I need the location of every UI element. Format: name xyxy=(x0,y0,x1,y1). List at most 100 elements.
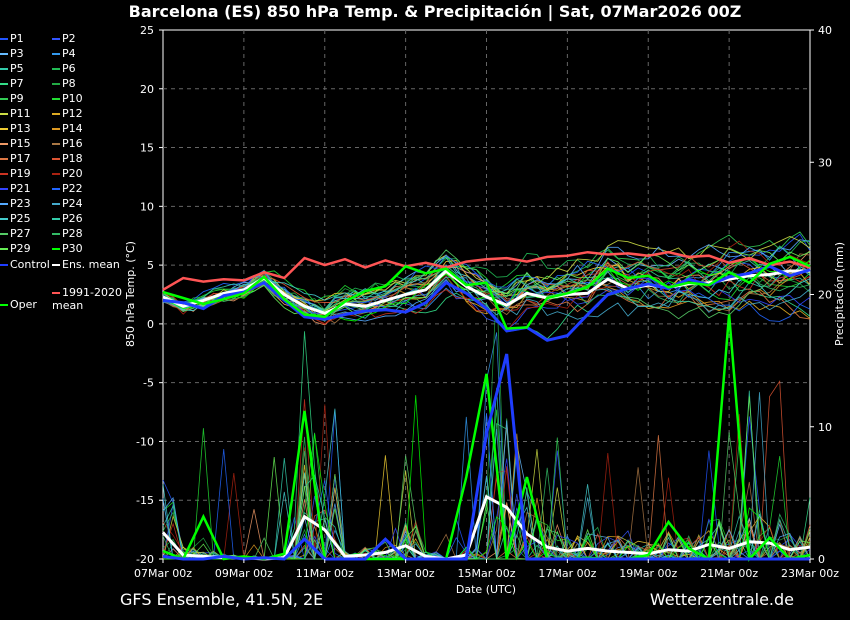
y-tick-label: 10 xyxy=(140,200,154,213)
legend-label: P22 xyxy=(62,182,83,195)
legend-item: P11 xyxy=(0,107,31,120)
x-tick-label: 21Mar 00z xyxy=(700,567,758,580)
chart-title: Barcelona (ES) 850 hPa Temp. & Precipita… xyxy=(128,2,742,21)
legend-swatch xyxy=(0,304,8,306)
y2-tick-label: 30 xyxy=(818,156,832,169)
x-tick-label: 13Mar 00z xyxy=(377,567,435,580)
legend-swatch xyxy=(0,38,8,40)
member-temp-line xyxy=(162,255,811,312)
legend-swatch xyxy=(52,68,60,70)
legend-item: Control xyxy=(0,258,50,271)
x-tick-label: 09Mar 00z xyxy=(215,567,273,580)
temp-line-oper xyxy=(162,255,811,330)
x-tick-label: 07Mar 00z xyxy=(134,567,192,580)
legend-swatch xyxy=(52,53,60,55)
y2-axis-label: Precipitación (mm) xyxy=(833,242,846,346)
y-tick-label: -15 xyxy=(136,494,154,507)
legend-swatch xyxy=(52,264,60,266)
legend-swatch xyxy=(0,143,8,145)
legend-item: P20 xyxy=(52,167,83,180)
x-tick-label: 19Mar 00z xyxy=(619,567,677,580)
legend-label: P17 xyxy=(10,152,31,165)
legend-item: P3 xyxy=(0,47,24,60)
site-label: Wetterzentrale.de xyxy=(649,590,794,609)
x-tick-label: 15Mar 00z xyxy=(457,567,515,580)
legend-swatch xyxy=(0,83,8,85)
legend-swatch xyxy=(0,264,8,266)
legend-label: P18 xyxy=(62,152,83,165)
legend-swatch xyxy=(0,173,8,175)
legend-label: P16 xyxy=(62,137,83,150)
y-tick-label: 5 xyxy=(147,259,154,272)
member-temp-line xyxy=(162,264,811,311)
member-temp-line xyxy=(162,247,811,322)
legend-label: P2 xyxy=(62,32,76,45)
legend-label: P9 xyxy=(10,92,24,105)
legend-swatch xyxy=(52,203,60,205)
legend-swatch xyxy=(52,143,60,145)
legend-swatch xyxy=(0,113,8,115)
legend-item: P17 xyxy=(0,152,31,165)
legend-label: P24 xyxy=(62,197,83,210)
legend-label: P26 xyxy=(62,212,83,225)
legend-swatch xyxy=(52,113,60,115)
member-temp-line xyxy=(162,255,811,304)
y-tick-label: 25 xyxy=(140,24,154,37)
legend-item: P2 xyxy=(52,32,76,45)
legend-item: 1991-2020 mean xyxy=(52,286,130,312)
legend-item: P18 xyxy=(52,152,83,165)
legend-label: P5 xyxy=(10,62,24,75)
legend-swatch xyxy=(0,68,8,70)
legend-item: P1 xyxy=(0,32,24,45)
legend-label: P13 xyxy=(10,122,31,135)
legend-swatch xyxy=(52,98,60,100)
legend-swatch xyxy=(52,248,60,250)
legend-label: P19 xyxy=(10,167,31,180)
legend-label: P8 xyxy=(62,77,76,90)
legend-item: P27 xyxy=(0,227,31,240)
legend-swatch xyxy=(0,203,8,205)
axes: -20 -15 -10 -5 0 5 10 15 20 25 0 10 20 30 40 07Mar 00z 0… xyxy=(134,24,839,580)
legend-swatch xyxy=(0,128,8,130)
y2-tick-label: 10 xyxy=(818,421,832,434)
y-tick-label: -10 xyxy=(136,435,154,448)
legend-swatch xyxy=(52,128,60,130)
legend-item: P7 xyxy=(0,77,24,90)
legend-label: P12 xyxy=(62,107,83,120)
x-tick-label: 11Mar 00z xyxy=(296,567,354,580)
legend-item: P25 xyxy=(0,212,31,225)
legend-swatch xyxy=(0,218,8,220)
legend-label: P3 xyxy=(10,47,24,60)
legend-swatch xyxy=(52,38,60,40)
legend-swatch xyxy=(52,233,60,235)
legend-label: P1 xyxy=(10,32,24,45)
legend-item: Ens. mean xyxy=(52,258,120,271)
y2-tick-label: 20 xyxy=(818,289,832,302)
legend-item: P21 xyxy=(0,182,31,195)
legend-swatch xyxy=(0,53,8,55)
legend-swatch xyxy=(0,158,8,160)
temp-line-1991-2020-mean xyxy=(162,250,811,291)
y-tick-label: -20 xyxy=(136,553,154,566)
precip-line-control xyxy=(162,353,810,561)
legend-label: P27 xyxy=(10,227,31,240)
legend-label: P30 xyxy=(62,242,83,255)
legend-item: P5 xyxy=(0,62,24,75)
legend-item: Oper xyxy=(0,298,37,311)
legend-item: P26 xyxy=(52,212,83,225)
legend-item: P22 xyxy=(52,182,83,195)
legend-item: P9 xyxy=(0,92,24,105)
legend-label: P23 xyxy=(10,197,31,210)
legend-swatch xyxy=(0,233,8,235)
legend-item: P29 xyxy=(0,242,31,255)
legend-label: Control xyxy=(10,258,50,271)
legend-item: P15 xyxy=(0,137,31,150)
legend-label: P25 xyxy=(10,212,31,225)
legend-label: Oper xyxy=(10,298,37,311)
legend-label: Ens. mean xyxy=(62,258,120,271)
legend-swatch xyxy=(52,188,60,190)
x-tick-label: 23Mar 00z xyxy=(781,567,839,580)
legend-swatch xyxy=(52,292,60,294)
legend-item: P13 xyxy=(0,122,31,135)
